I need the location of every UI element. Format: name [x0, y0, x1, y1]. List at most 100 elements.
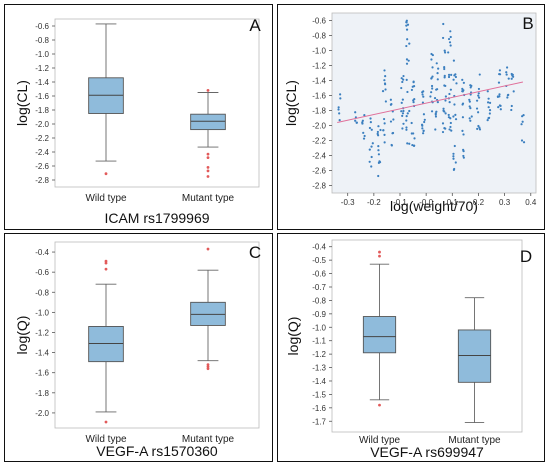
category-label: Wild type: [85, 434, 127, 445]
data-point: [436, 101, 439, 104]
y-tick-label: -2.4: [312, 152, 326, 161]
data-point: [477, 111, 480, 114]
data-point: [376, 132, 379, 136]
data-point: [452, 168, 455, 171]
panel-letter: C: [249, 243, 261, 262]
data-point: [370, 155, 373, 159]
y-tick-label: -1.4: [312, 377, 326, 386]
data-point: [449, 125, 452, 129]
data-point: [461, 116, 465, 119]
data-point: [443, 66, 446, 69]
data-point: [486, 101, 490, 104]
data-point: [468, 105, 471, 108]
y-tick-label: -1.0: [312, 323, 326, 332]
box-wild-type: [88, 259, 124, 424]
data-point: [505, 73, 508, 76]
y-tick-label: -0.8: [312, 296, 326, 305]
data-point: [442, 109, 445, 112]
outlier-point: [104, 259, 108, 263]
data-point: [338, 119, 341, 122]
data-point: [478, 73, 481, 76]
chart-svg: -0.4 -0.5 -0.6 -0.7 -0.8 -0.9 -1.0 -1.1 -1.2 -1.3…: [285, 239, 532, 460]
x-axis-label: VEGF-A rs1570360: [96, 443, 218, 459]
data-point: [431, 66, 434, 69]
data-point: [402, 109, 405, 113]
data-point: [361, 119, 364, 122]
data-point: [421, 93, 424, 96]
data-point: [392, 118, 395, 121]
data-point: [449, 121, 452, 125]
box-body: [362, 316, 397, 354]
data-point: [449, 88, 452, 91]
panel-c: -0.4 -0.6 -0.8 -1.0 -1.2 -1.4 -1.6 -1.8 -2.0 log(…: [4, 233, 273, 462]
y-tick-label: -1.0: [35, 50, 49, 59]
x-tick-label: 0.3: [499, 198, 511, 207]
data-point: [507, 77, 510, 80]
data-point: [384, 100, 387, 103]
data-point: [369, 117, 372, 120]
y-tick-label: -1.8: [35, 389, 49, 398]
data-point: [487, 106, 490, 109]
data-point: [470, 84, 473, 87]
data-point: [405, 115, 408, 118]
data-point: [452, 155, 455, 158]
plot-area: [331, 12, 537, 194]
data-point: [381, 90, 385, 93]
y-tick-label: -2.2: [35, 134, 49, 143]
data-point: [405, 62, 409, 65]
data-point: [443, 127, 446, 130]
data-point: [521, 120, 524, 123]
data-point: [368, 160, 371, 163]
data-point: [405, 119, 408, 122]
data-point: [461, 103, 464, 106]
outlier-point: [206, 367, 210, 371]
data-point: [450, 73, 453, 76]
data-point: [408, 109, 411, 113]
data-point: [337, 108, 340, 111]
y-tick-label: -0.6: [35, 22, 49, 31]
data-point: [520, 123, 523, 126]
data-point: [369, 120, 372, 124]
y-axis-label: log(Q): [285, 317, 301, 356]
data-point: [449, 44, 452, 47]
data-point: [355, 121, 358, 124]
data-point: [411, 143, 414, 147]
data-point: [370, 165, 373, 168]
data-point: [413, 137, 416, 140]
data-point: [382, 117, 386, 121]
outlier-point: [378, 403, 381, 407]
data-point: [421, 101, 425, 104]
data-point: [423, 118, 426, 121]
data-point: [422, 132, 425, 135]
y-tick-label: -1.8: [312, 107, 326, 116]
data-point: [497, 81, 501, 84]
data-point: [420, 123, 424, 126]
data-point: [449, 35, 452, 39]
panel-letter: B: [522, 14, 533, 33]
y-tick-label: -1.7: [312, 417, 326, 426]
data-point: [443, 51, 447, 54]
box-mutant-type: [190, 247, 226, 371]
data-point: [363, 134, 366, 138]
data-point: [389, 120, 393, 123]
data-point: [401, 127, 404, 130]
x-tick-label: -0.3: [341, 198, 355, 207]
y-tick-label: -0.4: [35, 248, 49, 257]
data-point: [452, 59, 455, 62]
data-point: [487, 97, 490, 100]
outlier-point: [378, 254, 381, 258]
data-point: [422, 113, 426, 116]
y-tick-label: -1.0: [312, 47, 326, 56]
data-point: [402, 74, 405, 78]
x-axis-label: log(weight/70): [390, 198, 478, 214]
data-point: [390, 143, 393, 147]
y-tick-label: -1.1: [312, 337, 326, 346]
box-mutant-type: [190, 89, 226, 178]
plot-area: [54, 18, 260, 188]
outlier-point: [206, 152, 210, 156]
data-point: [400, 77, 403, 80]
category-label: Mutant type: [182, 193, 235, 204]
y-tick-label: -1.2: [312, 62, 326, 71]
x-tick-label: -0.0: [419, 198, 433, 207]
data-point: [462, 133, 465, 136]
